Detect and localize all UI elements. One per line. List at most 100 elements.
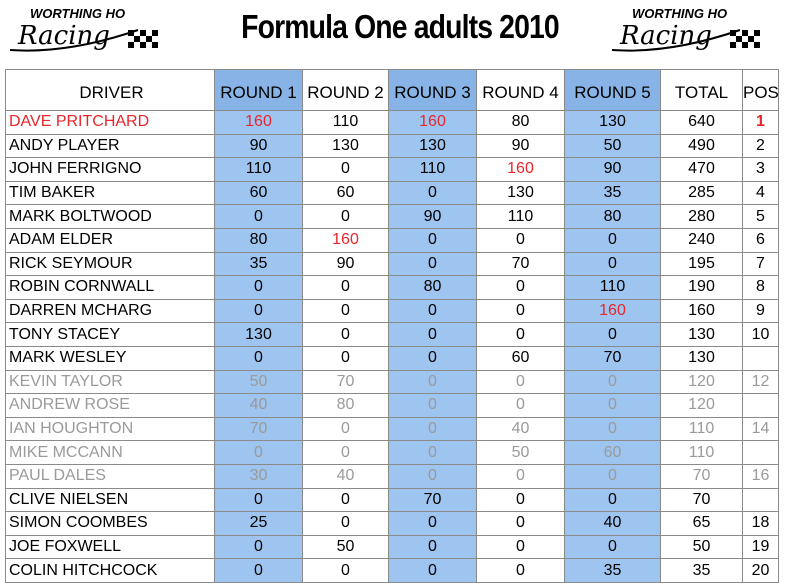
cell: 16 [742,463,779,489]
driver-row: JOHN FERRIGNO 110 0 110 160 90 470 3 [5,157,779,182]
cell: 50 [476,440,565,465]
cell: 60 [476,345,565,371]
driver-name: DAVE PRITCHARD [5,110,215,135]
cell: 110 [660,440,743,465]
driver-name: TIM BAKER [5,180,215,206]
cell: 70 [388,487,477,513]
driver-row: CLIVE NIELSEN 0 0 70 0 0 70 [5,487,779,513]
cell: 50 [214,369,303,395]
cell: 0 [388,345,477,371]
cell: 14 [742,416,779,442]
cell: 60 [564,440,661,465]
driver-row: MARK WESLEY 0 0 0 60 70 130 [5,345,779,371]
driver-row: ANDREW ROSE 40 80 0 0 0 120 [5,393,779,418]
cell: 0 [476,369,565,395]
cell: 0 [476,511,565,536]
cell: 0 [214,345,303,371]
cell: 18 [742,511,779,536]
cell: 0 [302,416,389,442]
cell: 0 [388,534,477,560]
driver-name: ADAM ELDER [5,227,215,253]
driver-row: MIKE MCCANN 0 0 0 50 60 110 [5,440,779,465]
cell: 490 [660,133,743,159]
cell: 120 [660,393,743,418]
cell: 0 [302,345,389,371]
cell: 160 [388,110,477,135]
column-header: ROUND 4 [476,69,565,111]
driver-row: TONY STACEY 130 0 0 0 0 130 10 [5,322,779,347]
cell: 9 [742,298,779,324]
cell: 130 [302,133,389,159]
driver-name: MARK WESLEY [5,345,215,371]
cell: 110 [476,204,565,229]
cell [742,440,779,465]
cell: 0 [564,463,661,489]
cell: 0 [214,440,303,465]
cell: 0 [564,369,661,395]
cell: 80 [476,110,565,135]
cell: 0 [388,558,477,583]
cell: 60 [214,180,303,206]
cell: 70 [214,416,303,442]
cell: 35 [660,558,743,583]
cell: 110 [660,416,743,442]
driver-name: IAN HOUGHTON [5,416,215,442]
cell: 120 [660,369,743,395]
cell: 0 [564,251,661,277]
cell: 0 [476,558,565,583]
column-header: ROUND 2 [302,69,389,111]
cell: 130 [388,133,477,159]
cell: 65 [660,511,743,536]
logo-top: WORTHING HO [30,6,125,21]
cell: 0 [302,322,389,347]
cell [742,393,779,418]
cell: 160 [660,298,743,324]
cell: 0 [388,180,477,206]
header: WORTHING HO Racing WORTHING HO Racing [9,6,760,52]
driver-name: ROBIN CORNWALL [5,275,215,300]
cell: 470 [660,157,743,182]
cell: 0 [388,251,477,277]
cell: 8 [742,275,779,300]
cell: 0 [302,440,389,465]
driver-name: JOHN FERRIGNO [5,157,215,182]
driver-name: MIKE MCCANN [5,440,215,465]
cell: 0 [214,534,303,560]
driver-name: PAUL DALES [5,463,215,489]
cell: 2 [742,133,779,159]
cell: 0 [564,416,661,442]
column-header: ROUND 3 [388,69,477,111]
cell: 80 [302,393,389,418]
cell: 0 [388,511,477,536]
driver-row: ANDY PLAYER 90 130 130 90 50 490 2 [5,133,779,159]
cell: 0 [302,487,389,513]
driver-row: SIMON COOMBES 25 0 0 0 40 65 18 [5,511,779,536]
cell: 50 [302,534,389,560]
cell: 0 [388,440,477,465]
cell: 0 [302,298,389,324]
cell: 6 [742,227,779,253]
title: Formula One adults 2010 [241,8,560,45]
cell: 130 [660,322,743,347]
cell: 110 [302,110,389,135]
driver-row: KEVIN TAYLOR 50 70 0 0 0 120 12 [5,369,779,395]
cell: 1 [742,110,779,135]
cell: 25 [214,511,303,536]
cell: 0 [476,227,565,253]
driver-name: MARK BOLTWOOD [5,204,215,229]
cell: 80 [564,204,661,229]
driver-row: ADAM ELDER 80 160 0 0 0 240 6 [5,227,779,253]
cell: 0 [564,393,661,418]
cell: 70 [476,251,565,277]
cell: 0 [564,534,661,560]
cell: 70 [302,369,389,395]
cell: 0 [564,487,661,513]
cell: 190 [660,275,743,300]
driver-row: COLIN HITCHCOCK 0 0 0 0 35 35 20 [5,558,779,583]
cell: 19 [742,534,779,560]
cell: 0 [476,298,565,324]
cell [742,345,779,371]
cell: 0 [476,487,565,513]
driver-row: TIM BAKER 60 60 0 130 35 285 4 [5,180,779,206]
logo-right: WORTHING HO Racing [611,6,760,52]
